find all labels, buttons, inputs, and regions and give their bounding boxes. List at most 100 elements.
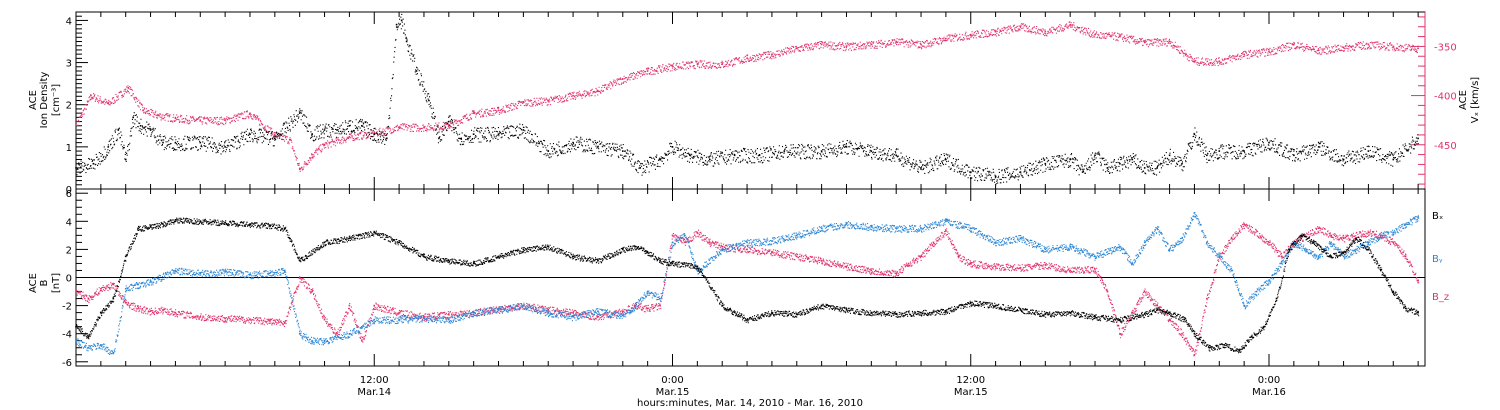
bx-point: [622, 248, 624, 251]
velocity-point: [646, 70, 649, 72]
bz-point: [547, 309, 549, 311]
density-point: [1143, 167, 1146, 169]
density-point: [415, 70, 418, 72]
by-point: [1181, 237, 1183, 239]
velocity-point: [1069, 24, 1071, 26]
bottom-ylabel-line1: ACE: [28, 273, 39, 293]
top-series-layer: [75, 13, 1419, 185]
top-ylabel-unit: [cm⁻³]: [51, 84, 62, 116]
by-point: [1404, 223, 1407, 225]
by-point: [646, 290, 649, 293]
bottom-ytick-label: -2: [62, 302, 72, 313]
bx-point: [1355, 237, 1357, 239]
bx-point: [348, 237, 351, 239]
density-point: [1206, 154, 1208, 157]
velocity-point: [1044, 30, 1047, 33]
bz-point: [994, 265, 997, 268]
density-point: [117, 129, 120, 131]
by-point: [870, 226, 873, 228]
bx-point: [1392, 290, 1395, 293]
by-point: [1367, 241, 1370, 244]
bz-point: [1367, 231, 1370, 234]
bz-point: [149, 310, 152, 312]
top-ytick-label: 0: [66, 185, 72, 196]
bottom-ytick-label: 0: [66, 274, 72, 285]
by-point: [920, 227, 922, 230]
velocity-point: [1218, 60, 1221, 62]
bx-point: [1275, 297, 1278, 300]
bz-point: [870, 269, 873, 272]
by-point: [1280, 262, 1283, 265]
velocity-point: [298, 168, 301, 171]
density-point: [783, 150, 786, 152]
by-point: [199, 272, 202, 275]
by-point: [298, 332, 301, 335]
velocity-point: [572, 94, 574, 97]
density-point: [139, 125, 142, 127]
by-point: [373, 318, 375, 321]
xtick-label-time: 0:00: [1258, 375, 1280, 386]
bottom-ylabel-line2: B: [39, 279, 50, 286]
by-point: [1330, 241, 1332, 244]
by-point: [137, 283, 139, 286]
bz-point: [1044, 264, 1047, 266]
velocity-point: [746, 57, 748, 59]
x-tick-labels: 12:00Mar.140:00Mar.1512:00Mar.150:00Mar.…: [357, 375, 1286, 398]
velocity-point: [472, 112, 475, 115]
density-point: [622, 150, 624, 152]
bz-point: [1268, 241, 1270, 244]
velocity-point: [945, 37, 947, 40]
velocity-point: [497, 109, 500, 112]
bx-point: [373, 231, 375, 234]
density-point: [1069, 158, 1071, 161]
velocity-point: [1193, 60, 1196, 62]
velocity-point: [90, 94, 92, 97]
density-point: [945, 158, 947, 161]
density-point: [1019, 171, 1022, 173]
bx-point: [1300, 234, 1303, 237]
bottom-ytick-label: -6: [62, 358, 72, 369]
density-point: [1168, 154, 1171, 157]
bx-point: [646, 251, 649, 253]
bx-point: [945, 310, 947, 312]
velocity-point: [174, 117, 177, 119]
bx-point: [572, 255, 574, 258]
top-ytick-label: 2: [66, 101, 72, 112]
by-point: [1255, 290, 1258, 293]
velocity-point: [423, 126, 425, 128]
bz-point: [137, 307, 139, 310]
density-point: [249, 133, 251, 135]
velocity-point: [771, 53, 773, 56]
by-point: [124, 287, 127, 290]
density-point: [920, 167, 922, 169]
legend-by: Bᵧ: [1432, 254, 1443, 265]
density-point: [895, 154, 897, 157]
velocity-point: [311, 153, 313, 156]
density-point: [373, 133, 375, 135]
xtick-label-date: Mar.15: [954, 387, 988, 398]
by-point: [1143, 241, 1146, 244]
by-point: [1305, 248, 1308, 251]
by-point: [970, 227, 972, 230]
top-ytick-label: 3: [66, 59, 72, 70]
by-point: [149, 280, 152, 283]
density-point: [1156, 167, 1158, 169]
bz-point: [1330, 234, 1332, 237]
top-ylabel-line1: ACE: [28, 90, 39, 110]
density-point: [224, 146, 226, 148]
top-y2tick-label: -350: [1434, 42, 1457, 53]
bottom-ytick-label: 4: [66, 217, 72, 228]
by-series: [75, 212, 1420, 355]
velocity-point: [1317, 49, 1320, 52]
bx-point: [1417, 311, 1419, 314]
density-point: [1094, 154, 1096, 157]
bx-point: [845, 309, 848, 311]
bx-point: [249, 223, 251, 225]
bx-point: [522, 248, 525, 251]
density-point: [1081, 171, 1084, 173]
bottom-panel: -6 -4 -2 0 2 4 6 ACE B [nT] Bₓ Bᵧ B_z: [28, 188, 1449, 369]
by-point: [597, 310, 599, 312]
density-point: [1181, 162, 1183, 165]
bottom-left-axis: -6 -4 -2 0 2 4 6: [62, 189, 88, 369]
